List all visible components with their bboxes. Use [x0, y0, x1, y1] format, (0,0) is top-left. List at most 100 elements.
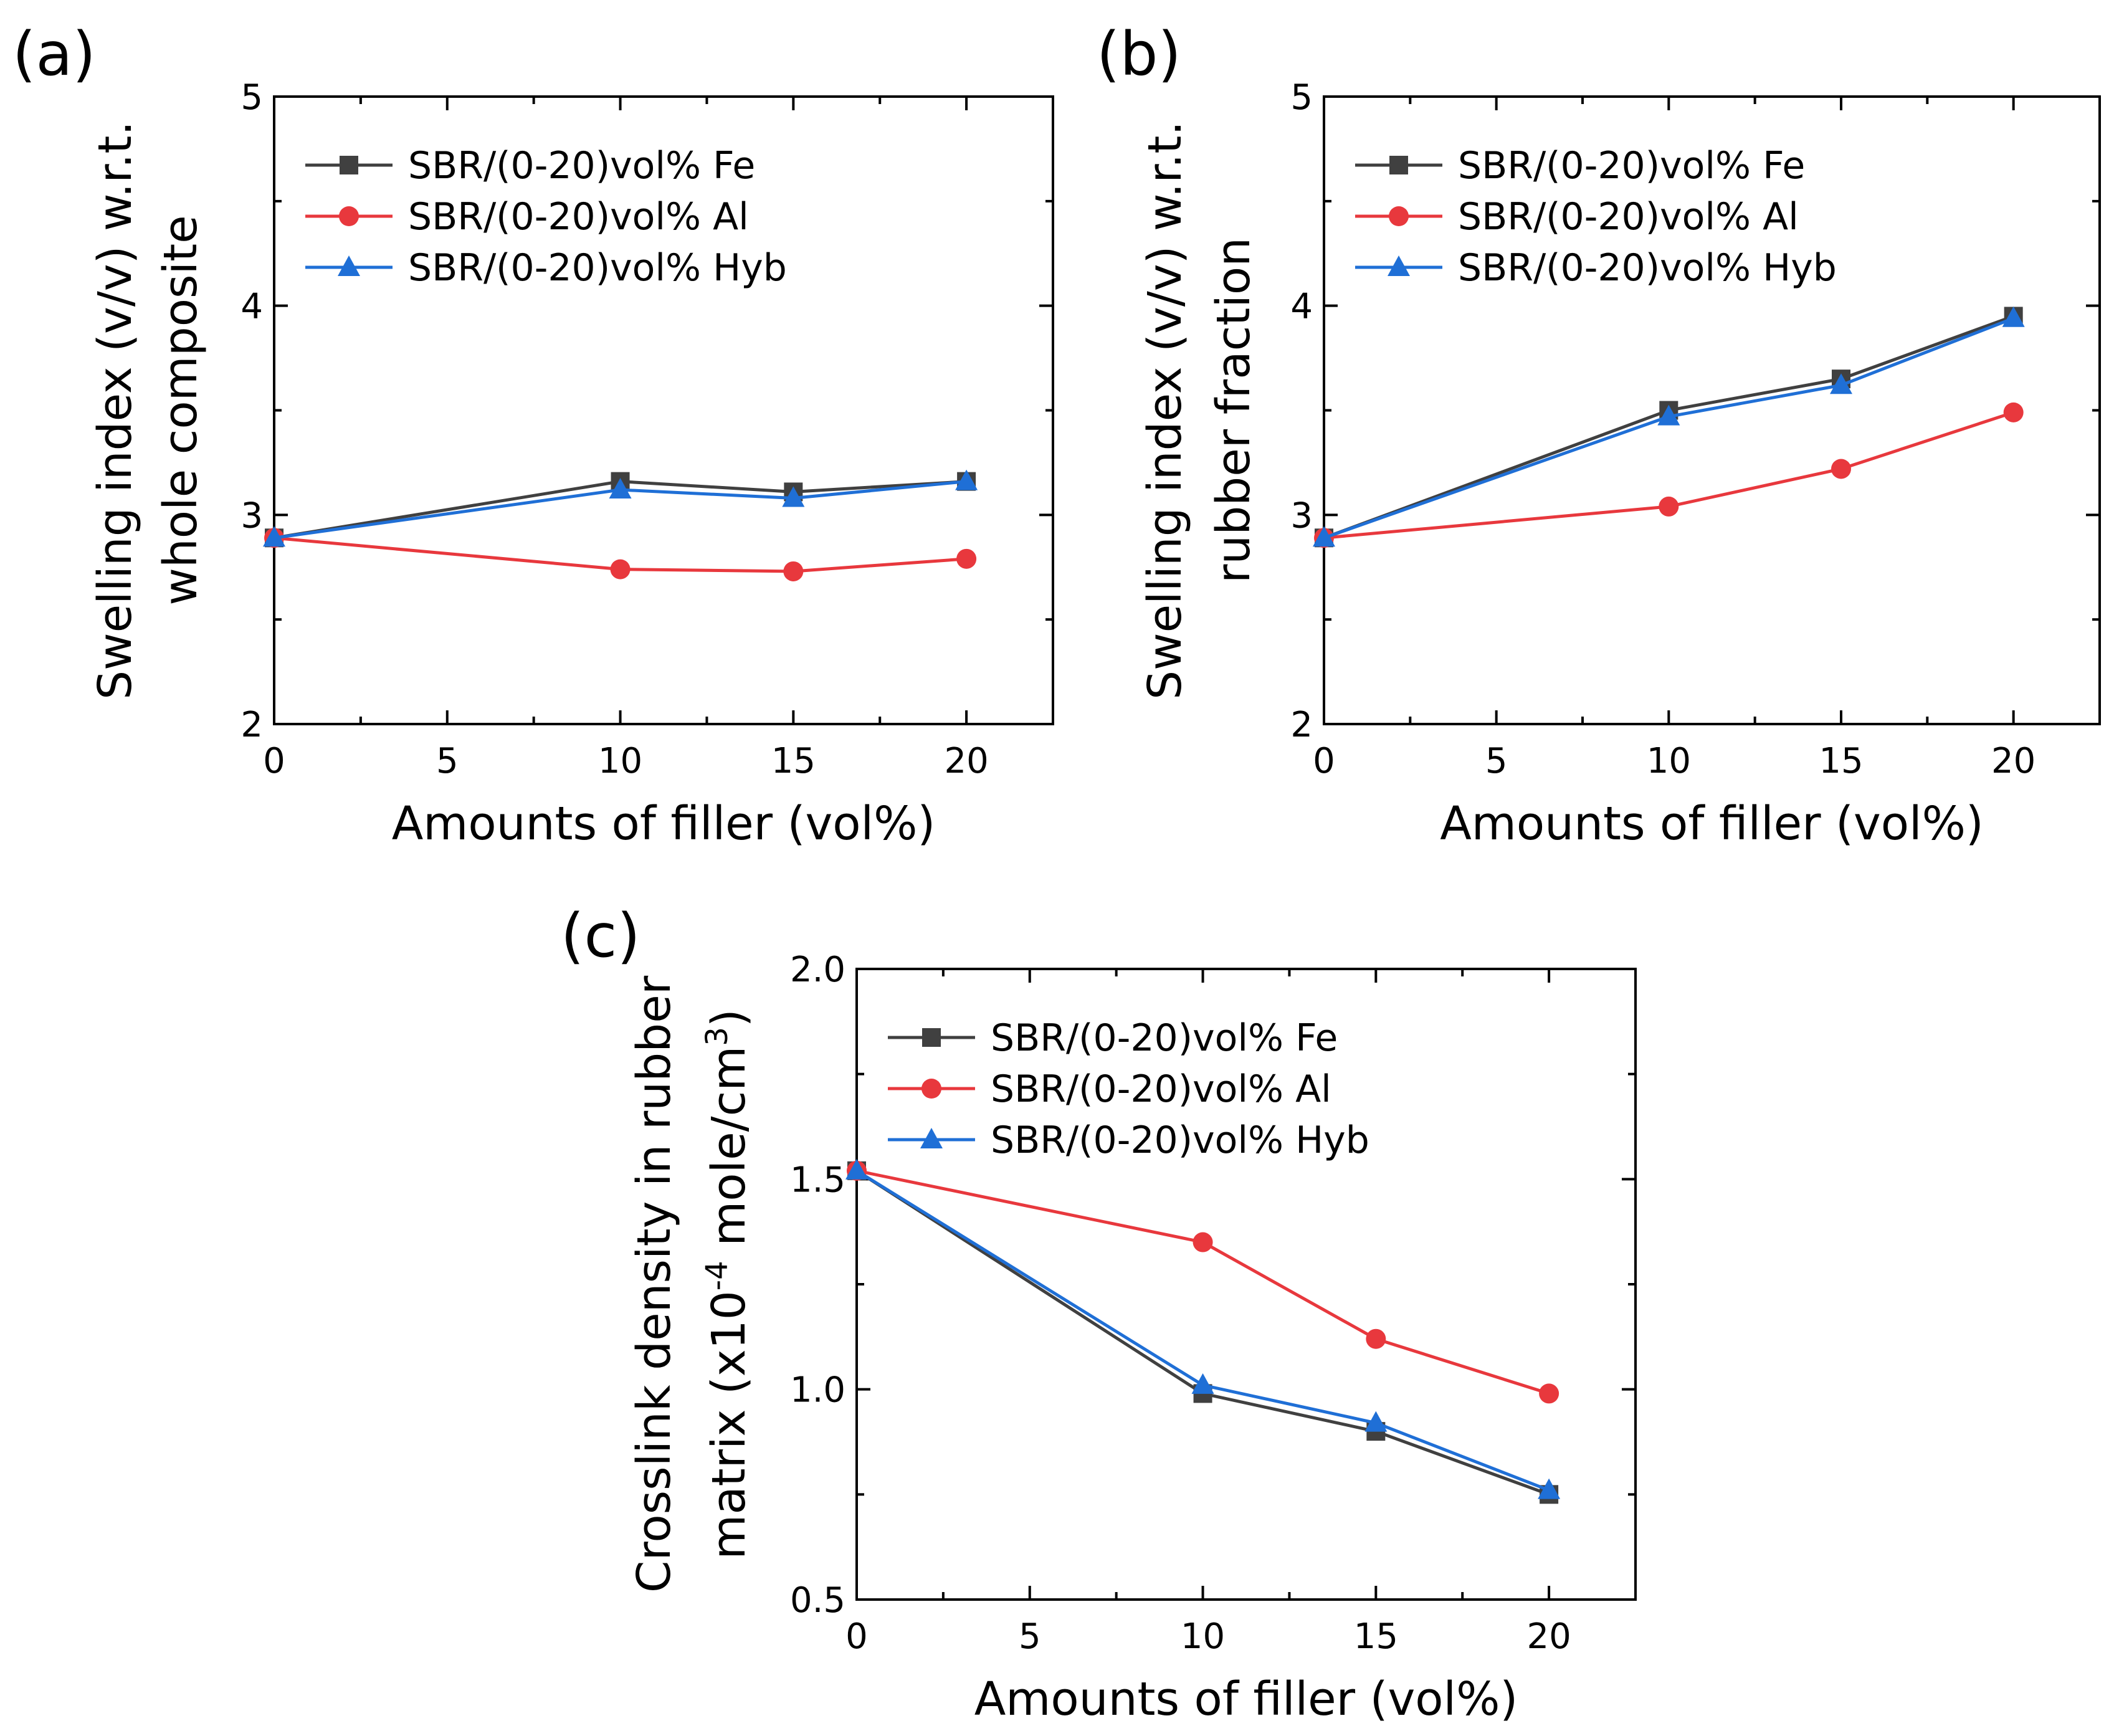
series-line	[856, 1169, 1550, 1395]
legend-marker	[338, 255, 360, 276]
y-tick-label: 4	[1290, 287, 1313, 327]
chart-panel-1: (b) 0 5 10 15 20 2 3 4 5 Amounts of filler (vol%) S…	[1097, 19, 2101, 851]
legend-item: SBR/(0-20)vol% Al	[1355, 195, 1799, 239]
y-tick-label: 2	[1290, 705, 1313, 745]
x-tick-label: 10	[598, 741, 642, 781]
legend-marker	[1389, 206, 1409, 226]
legend-marker	[339, 206, 359, 226]
y-tick-label: 2	[240, 705, 263, 745]
legend-label: SBR/(0-20)vol% Fe	[1458, 144, 1805, 188]
y-axis-title-text: rubber fraction	[1207, 237, 1260, 583]
data-point	[1193, 1232, 1213, 1252]
data-point	[783, 561, 804, 581]
series-triangle	[845, 1158, 1561, 1499]
y-axis-title-superscript: -4	[700, 1261, 735, 1290]
legend-label: SBR/(0-20)vol% Hyb	[991, 1118, 1369, 1162]
x-axis-title: Amounts of filler (vol%)	[392, 797, 936, 851]
plot-frame	[855, 968, 1637, 1601]
legend-marker	[921, 1079, 941, 1099]
x-tick-label: 15	[1354, 1616, 1398, 1657]
y-axis-title-text: )	[702, 1009, 756, 1027]
legend-label: SBR/(0-20)vol% Hyb	[408, 246, 787, 290]
series-circle	[847, 1160, 1559, 1404]
data-point	[2003, 402, 2024, 422]
legend-item: SBR/(0-20)vol% Fe	[1355, 144, 1805, 188]
x-tick-label: 0	[845, 1616, 868, 1657]
legend-item: SBR/(0-20)vol% Fe	[888, 1016, 1338, 1060]
y-tick-label: 1.5	[790, 1160, 845, 1200]
series-line	[1323, 317, 2014, 540]
series-line	[1323, 315, 2014, 540]
data-point	[845, 1158, 868, 1180]
legend-item: SBR/(0-20)vol% Hyb	[305, 246, 787, 290]
x-tick-label: 20	[1991, 741, 2035, 781]
data-point	[1313, 526, 1335, 547]
data-point	[610, 559, 631, 579]
x-tick-label: 20	[944, 741, 988, 781]
series-line	[274, 536, 967, 573]
legend-marker	[340, 156, 358, 174]
panel-label: (c)	[561, 901, 640, 971]
legend-label: SBR/(0-20)vol% Fe	[408, 144, 755, 188]
data-point	[1659, 496, 1679, 517]
chart-panel-2: (c) 0 5 10 15 20 0.5 1.0 1.5 2.0 Amounts of filler…	[561, 901, 1637, 1726]
x-tick-label: 10	[1181, 1616, 1225, 1657]
data-point	[263, 526, 285, 547]
data-point	[1364, 1411, 1388, 1432]
y-tick-label: 1.0	[790, 1370, 845, 1411]
data-point	[1831, 459, 1851, 479]
panel-label: (a)	[12, 19, 96, 89]
data-point	[956, 548, 977, 569]
y-axis-title-text: mole/cm	[702, 1046, 756, 1261]
x-axis-title: Amounts of filler (vol%)	[1440, 797, 1984, 851]
x-tick-label: 5	[1019, 1616, 1041, 1657]
legend-item: SBR/(0-20)vol% Al	[888, 1067, 1331, 1111]
y-axis-title-line2: whole composite	[154, 215, 207, 605]
data-point	[2002, 306, 2025, 327]
series-line	[1323, 411, 2014, 540]
y-tick-label: 5	[1290, 77, 1313, 118]
series-line	[855, 1169, 1550, 1492]
legend-label: SBR/(0-20)vol% Fe	[991, 1016, 1338, 1060]
legend-label: SBR/(0-20)vol% Al	[408, 195, 749, 239]
legend-label: SBR/(0-20)vol% Hyb	[1458, 246, 1837, 290]
series-triangle	[1313, 306, 2025, 547]
x-tick-label: 0	[263, 741, 285, 781]
y-tick-label: 5	[240, 77, 263, 118]
legend-marker	[920, 1128, 943, 1148]
panel-label: (b)	[1097, 19, 1181, 89]
y-axis-title-superscript: 3	[700, 1027, 735, 1046]
x-tick-label: 5	[436, 741, 459, 781]
legend-marker	[1388, 255, 1410, 276]
series-line	[274, 480, 967, 540]
y-axis-title-text: matrix (x10	[702, 1290, 756, 1560]
chart-panel-0: (a) 0 5 10 15 20 2 3 4 5 Amounts of filler (vol%) S…	[12, 19, 1054, 851]
x-axis-title: Amounts of filler (vol%)	[974, 1672, 1518, 1726]
legend-marker	[922, 1028, 941, 1047]
series-triangle	[263, 469, 978, 547]
legend: SBR/(0-20)vol% Fe SBR/(0-20)vol% Al SBR/(0…	[1355, 144, 1837, 290]
x-tick-label: 15	[1819, 741, 1863, 781]
data-point	[955, 469, 978, 490]
series-line	[855, 1169, 1550, 1496]
data-point	[1366, 1328, 1386, 1349]
y-tick-label: 2.0	[790, 950, 845, 990]
y-axis-title-line1: Swelling index (v/v) w.r.t.	[1138, 121, 1192, 700]
y-tick-label: 3	[1290, 495, 1313, 536]
x-tick-label: 15	[771, 741, 816, 781]
data-point	[1538, 1478, 1561, 1499]
y-axis-title-line2: rubber fraction	[1207, 237, 1260, 583]
data-point	[1191, 1373, 1214, 1394]
legend-item: SBR/(0-20)vol% Fe	[305, 144, 755, 188]
x-tick-label: 0	[1313, 741, 1335, 781]
x-tick-label: 10	[1647, 741, 1691, 781]
data-point	[1830, 373, 1852, 394]
series-circle	[264, 528, 977, 581]
y-tick-label: 3	[240, 495, 263, 536]
plot-frame	[273, 95, 1054, 725]
y-axis-title-line1: Swelling index (v/v) w.r.t.	[88, 121, 142, 700]
y-axis-title-text: whole composite	[154, 215, 207, 605]
legend-item: SBR/(0-20)vol% Al	[305, 195, 749, 239]
legend-marker	[1389, 156, 1408, 174]
series-line	[274, 480, 967, 540]
